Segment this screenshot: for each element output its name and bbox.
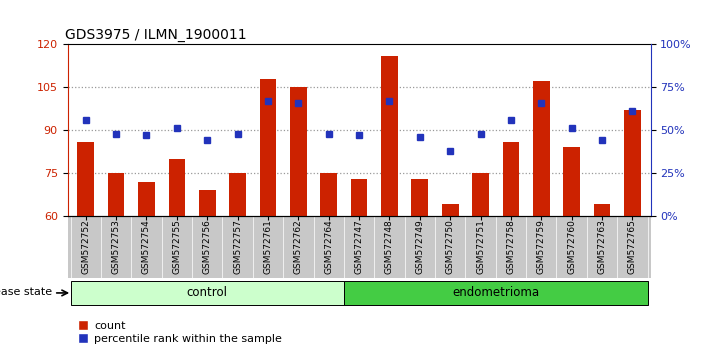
- Text: disease state: disease state: [0, 287, 53, 297]
- Bar: [351, 179, 368, 216]
- Text: GSM572754: GSM572754: [142, 219, 151, 274]
- Text: GDS3975 / ILMN_1900011: GDS3975 / ILMN_1900011: [65, 28, 246, 42]
- Text: endometrioma: endometrioma: [452, 286, 539, 299]
- Text: GSM572749: GSM572749: [415, 219, 424, 274]
- Text: GSM572753: GSM572753: [112, 219, 121, 274]
- Bar: [594, 205, 610, 216]
- Bar: [229, 173, 246, 216]
- Text: GSM572759: GSM572759: [537, 219, 546, 274]
- Bar: [290, 87, 306, 216]
- Text: GSM572747: GSM572747: [355, 219, 363, 274]
- Bar: [108, 173, 124, 216]
- Bar: [321, 173, 337, 216]
- Text: GSM572764: GSM572764: [324, 219, 333, 274]
- Bar: [169, 159, 185, 216]
- Legend: count, percentile rank within the sample: count, percentile rank within the sample: [73, 316, 287, 348]
- Text: GSM572758: GSM572758: [506, 219, 515, 274]
- Bar: [472, 173, 489, 216]
- Text: GSM572755: GSM572755: [172, 219, 181, 274]
- Text: GSM572751: GSM572751: [476, 219, 485, 274]
- Text: GSM572752: GSM572752: [81, 219, 90, 274]
- Text: GSM572750: GSM572750: [446, 219, 454, 274]
- Bar: [381, 56, 397, 216]
- Bar: [260, 79, 277, 216]
- Text: GSM572763: GSM572763: [597, 219, 606, 274]
- Bar: [412, 179, 428, 216]
- Bar: [199, 190, 215, 216]
- Bar: [77, 142, 94, 216]
- Bar: [503, 142, 519, 216]
- Bar: [138, 182, 155, 216]
- Text: GSM572765: GSM572765: [628, 219, 637, 274]
- Bar: [344, 281, 648, 305]
- Bar: [624, 110, 641, 216]
- Text: GSM572756: GSM572756: [203, 219, 212, 274]
- Bar: [442, 205, 459, 216]
- Text: GSM572762: GSM572762: [294, 219, 303, 274]
- Text: GSM572760: GSM572760: [567, 219, 576, 274]
- Text: GSM572761: GSM572761: [264, 219, 272, 274]
- Bar: [563, 147, 580, 216]
- Bar: [70, 281, 344, 305]
- Text: control: control: [187, 286, 228, 299]
- Text: GSM572757: GSM572757: [233, 219, 242, 274]
- Bar: [533, 81, 550, 216]
- Text: GSM572748: GSM572748: [385, 219, 394, 274]
